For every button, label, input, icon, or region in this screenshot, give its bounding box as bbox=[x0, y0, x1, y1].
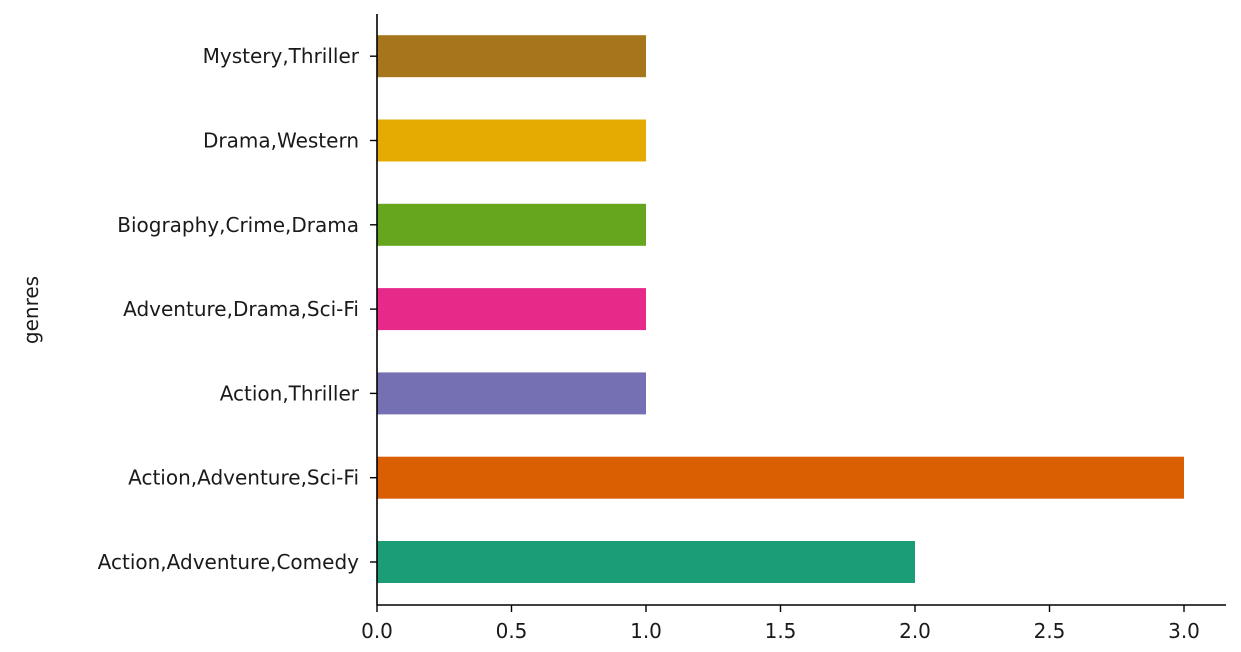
y-tick-label: Drama,Western bbox=[203, 129, 359, 153]
x-tick-label: 1.0 bbox=[630, 619, 662, 643]
bars-group bbox=[377, 35, 1184, 583]
x-tick-label: 2.0 bbox=[899, 619, 931, 643]
x-tick-label: 1.5 bbox=[765, 619, 797, 643]
x-tick-label: 2.5 bbox=[1034, 619, 1066, 643]
bar-2 bbox=[377, 372, 646, 415]
x-tick-label: 3.0 bbox=[1168, 619, 1200, 643]
x-tick-label: 0.0 bbox=[361, 619, 393, 643]
bar-5 bbox=[377, 119, 646, 162]
x-ticks-group: 0.0 0.5 1.0 1.5 2.0 2.5 3.0 bbox=[361, 605, 1200, 643]
y-tick-label: Action,Adventure,Sci-Fi bbox=[128, 466, 359, 490]
bar-6 bbox=[377, 35, 646, 78]
y-tick-label: Biography,Crime,Drama bbox=[117, 213, 359, 237]
y-tick-label: Mystery,Thriller bbox=[203, 44, 360, 68]
y-axis-title: genres bbox=[19, 276, 43, 344]
y-tick-label: Action,Adventure,Comedy bbox=[98, 550, 359, 574]
x-tick-label: 0.5 bbox=[496, 619, 528, 643]
y-ticks-group: Action,Adventure,Comedy Action,Adventure,… bbox=[98, 44, 377, 574]
bar-4 bbox=[377, 203, 646, 246]
y-tick-label: Action,Thriller bbox=[220, 381, 360, 405]
y-tick-label: Adventure,Drama,Sci-Fi bbox=[123, 297, 359, 321]
bar-1 bbox=[377, 456, 1184, 499]
bar-0 bbox=[377, 541, 915, 583]
bar-3 bbox=[377, 288, 646, 331]
